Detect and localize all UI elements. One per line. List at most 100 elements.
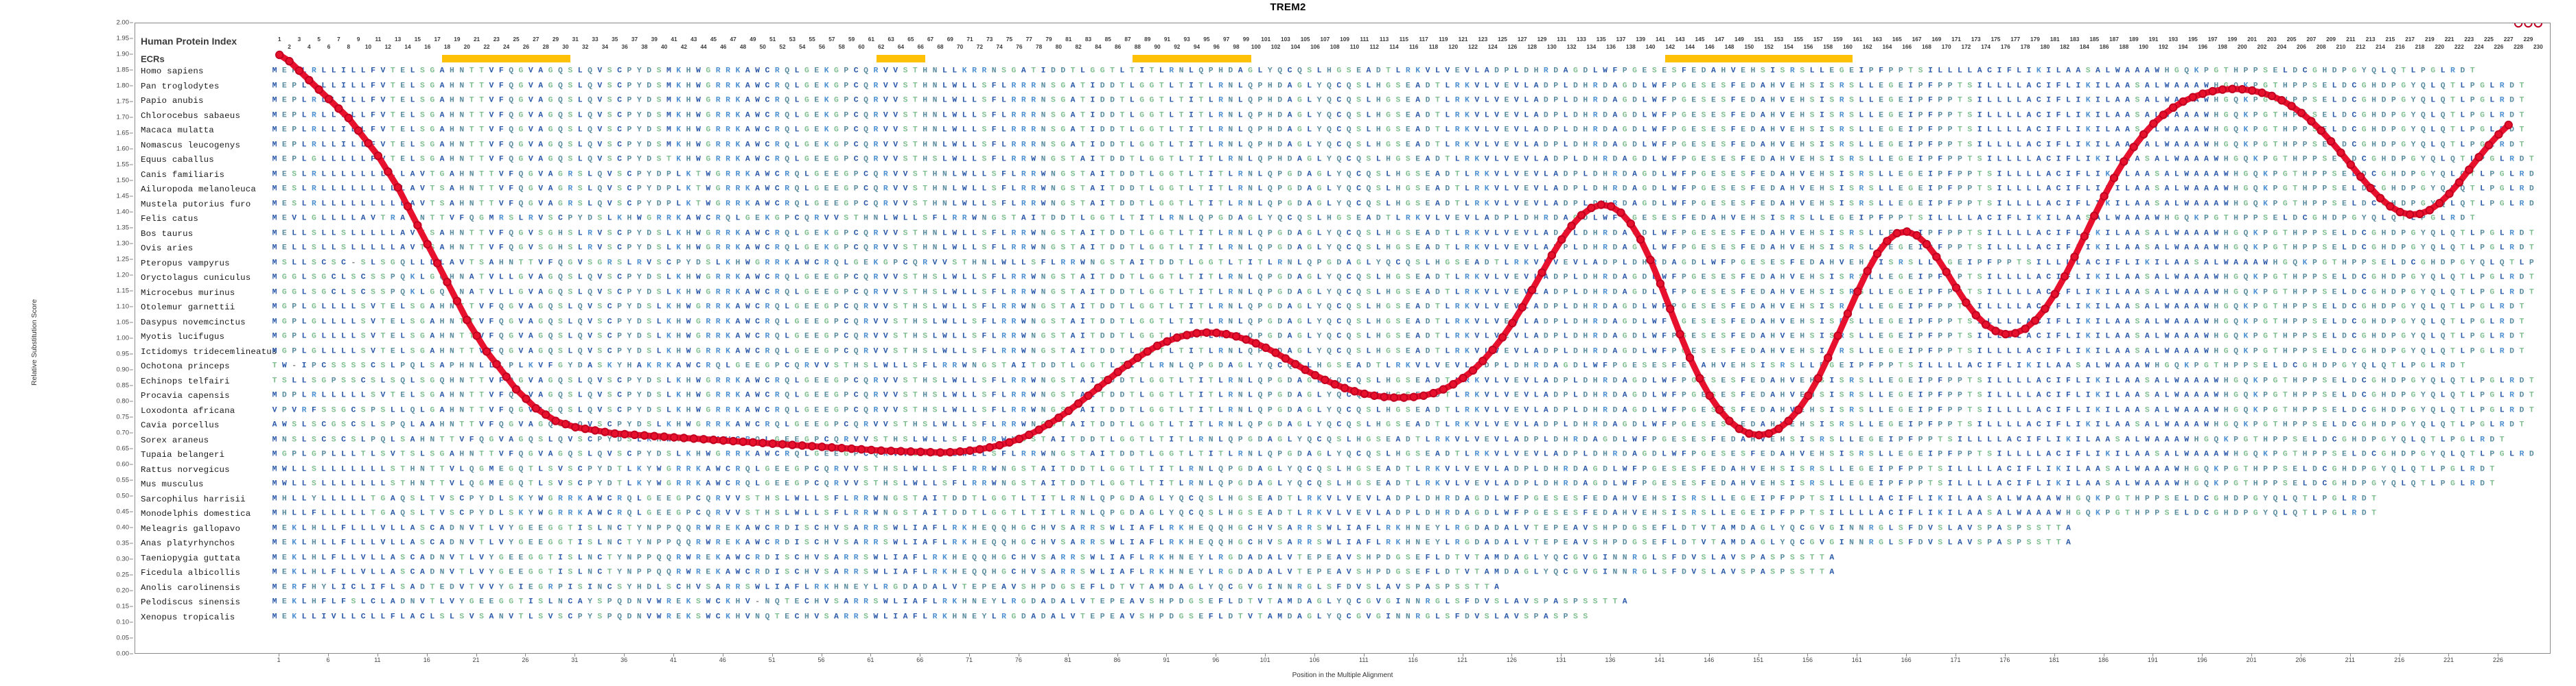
amino-acid-cell: N [1041, 287, 1046, 296]
amino-acid-cell: A [439, 96, 445, 105]
amino-acid-cell: E [814, 110, 820, 119]
amino-acid-cell: I [1090, 110, 1095, 119]
species-label: Bos taurus [141, 228, 194, 239]
amino-acid-cell: N [459, 140, 465, 149]
amino-acid-cell: S [568, 140, 573, 149]
amino-acid-cell: C [321, 258, 327, 267]
amino-acid-cell: Q [518, 199, 524, 208]
amino-acid-cell: D [1110, 81, 1115, 90]
alignment-ruler-number: 85 [1104, 36, 1111, 43]
amino-acid-cell: A [2036, 155, 2041, 164]
amino-acid-cell: H [1859, 258, 1864, 267]
amino-acid-cell: L [518, 362, 524, 370]
amino-acid-cell: L [1583, 169, 1588, 178]
amino-acid-cell: T [1159, 126, 1164, 134]
amino-acid-cell: S [341, 228, 346, 237]
amino-acid-cell: C [617, 140, 622, 149]
amino-acid-cell: D [1543, 110, 1548, 119]
alignment-ruler-number: 209 [2326, 36, 2336, 43]
amino-acid-cell: F [371, 140, 375, 149]
amino-acid-cell: E [1898, 81, 1903, 90]
amino-acid-cell: Q [2460, 199, 2465, 208]
amino-acid-cell: I [2046, 317, 2052, 326]
amino-acid-cell: G [1908, 185, 1914, 193]
amino-acid-cell: G [2480, 140, 2485, 149]
amino-acid-cell: A [2204, 199, 2209, 208]
amino-acid-cell: R [1592, 332, 1598, 341]
amino-acid-cell: E [814, 287, 820, 296]
amino-acid-cell: L [676, 169, 682, 178]
amino-acid-cell: P [2391, 346, 2396, 355]
amino-acid-cell: I [1997, 169, 2002, 178]
amino-acid-cell: D [1110, 346, 1115, 355]
amino-acid-cell: D [1573, 96, 1578, 105]
amino-acid-cell: E [1513, 273, 1519, 282]
amino-acid-cell: W [1080, 258, 1085, 267]
amino-acid-cell: D [1287, 287, 1292, 296]
amino-acid-cell: Y [636, 155, 642, 164]
amino-acid-cell: T [2519, 81, 2525, 90]
amino-acid-cell: S [1721, 346, 1726, 355]
amino-acid-cell: V [380, 110, 386, 119]
amino-acid-cell: E [814, 67, 820, 75]
amino-acid-cell: P [2273, 169, 2278, 178]
amino-acid-cell: K [686, 199, 691, 208]
amino-acid-cell: E [1405, 346, 1411, 355]
amino-acid-cell: A [2214, 169, 2219, 178]
amino-acid-cell: R [1031, 140, 1036, 149]
amino-acid-cell: S [2135, 332, 2140, 341]
amino-acid-cell: L [2006, 126, 2012, 134]
amino-acid-cell: Y [1376, 258, 1381, 267]
amino-acid-cell: G [430, 140, 435, 149]
amino-acid-cell: W [1671, 199, 1677, 208]
amino-acid-cell: V [528, 126, 533, 134]
amino-acid-cell: L [1997, 155, 2002, 164]
amino-acid-cell: H [2381, 244, 2387, 252]
amino-acid-cell: D [2509, 110, 2514, 119]
amino-acid-cell: N [1228, 110, 1233, 119]
amino-acid-cell: D [656, 169, 662, 178]
alignment-ruler-number: 131 [1557, 36, 1567, 43]
amino-acid-cell: G [1316, 199, 1322, 208]
alignment-ruler-number: 67 [927, 36, 934, 43]
amino-acid-cell: H [1789, 199, 1795, 208]
amino-acid-cell: E [1938, 258, 1943, 267]
alignment-ruler-number: 15 [414, 36, 421, 43]
amino-acid-cell: R [1454, 332, 1460, 341]
amino-acid-cell: C [765, 244, 770, 252]
amino-acid-cell: L [804, 199, 809, 208]
amino-acid-cell: C [607, 303, 612, 311]
amino-acid-cell: G [1090, 67, 1095, 75]
amino-acid-cell: K [2085, 81, 2091, 90]
alignment-ruler-number: 30 [562, 43, 569, 50]
amino-acid-cell: T [1169, 273, 1174, 282]
amino-acid-cell: D [1553, 244, 1559, 252]
amino-acid-cell: E [1405, 96, 1411, 105]
amino-acid-cell: W [2174, 228, 2179, 237]
amino-acid-cell: A [2026, 346, 2032, 355]
amino-acid-cell: C [1356, 199, 1361, 208]
amino-acid-cell: W [804, 258, 809, 267]
amino-acid-cell: D [1573, 332, 1578, 341]
amino-acid-cell: H [1592, 244, 1598, 252]
amino-acid-cell: L [1879, 199, 1883, 208]
amino-acid-cell: G [557, 199, 563, 208]
amino-acid-cell: Q [2233, 110, 2238, 119]
amino-acid-cell: I [341, 110, 346, 119]
amino-acid-cell: C [814, 258, 820, 267]
amino-acid-cell: Y [1316, 303, 1322, 311]
amino-acid-cell: S [2026, 258, 2032, 267]
amino-acid-cell: G [1159, 169, 1164, 178]
amino-acid-cell: D [1691, 258, 1697, 267]
amino-acid-cell: H [1583, 303, 1588, 311]
amino-acid-cell: A [2174, 96, 2179, 105]
amino-acid-cell: S [1868, 169, 1874, 178]
amino-acid-cell: N [932, 140, 938, 149]
amino-acid-cell: L [1543, 258, 1548, 267]
amino-acid-cell: L [331, 169, 336, 178]
amino-acid-cell: A [538, 96, 544, 105]
amino-acid-cell: V [1513, 303, 1519, 311]
amino-acid-cell: A [2194, 244, 2199, 252]
amino-acid-cell: Q [774, 332, 780, 341]
amino-acid-cell: V [1504, 244, 1509, 252]
